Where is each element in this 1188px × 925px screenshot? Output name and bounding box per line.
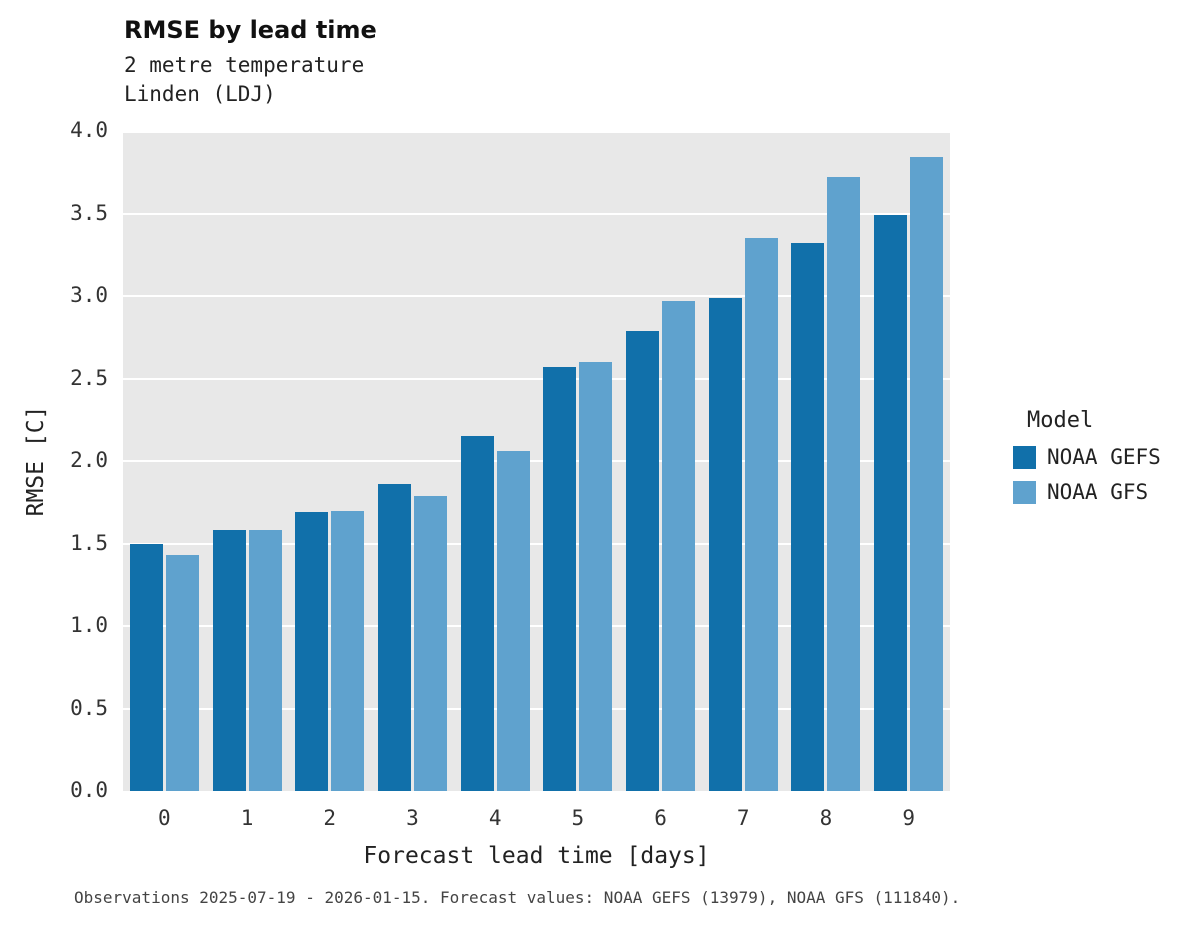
x-tick-label: 3 (406, 806, 419, 830)
bar-noaa-gefs (708, 297, 742, 791)
bar-group (288, 510, 371, 791)
bar-group (785, 177, 868, 791)
x-tick-label: 0 (158, 806, 171, 830)
bar-noaa-gfs (496, 451, 530, 791)
legend-swatch (1013, 445, 1036, 469)
y-tick-label: 2.0 (70, 448, 108, 472)
gridline (123, 212, 950, 215)
gridline (123, 460, 950, 462)
bar-group (619, 300, 702, 791)
x-tick-label: 4 (488, 806, 502, 830)
legend-label: NOAA GFS (1047, 480, 1149, 504)
bar-noaa-gfs (331, 510, 365, 791)
bar-group (537, 362, 620, 791)
x-axis-label: Forecast lead time [days] (363, 843, 710, 869)
y-tick-label: 3.5 (70, 200, 108, 225)
bar-group (867, 157, 950, 791)
y-tick-label: 4.0 (70, 118, 108, 142)
footer-caption: Observations 2025-07-19 - 2026-01-15. Fo… (74, 888, 961, 907)
bar-noaa-gfs (248, 530, 282, 791)
gridline (123, 625, 950, 627)
bar-noaa-gefs (874, 215, 908, 791)
gridline (123, 377, 950, 380)
bar-noaa-gefs (377, 484, 411, 791)
x-tick-label: 7 (736, 806, 750, 830)
y-tick-label: 0.5 (70, 695, 108, 720)
x-tick-label: 1 (240, 806, 254, 830)
legend-entries: NOAA GEFS NOAA GFS (1013, 445, 1161, 504)
legend-label: NOAA GEFS (1047, 445, 1161, 469)
y-tick-label: 3.0 (70, 283, 108, 307)
x-tick-label: 6 (654, 806, 667, 830)
bar-group (123, 543, 206, 791)
bar-group (454, 436, 537, 791)
bar-noaa-gefs (212, 530, 246, 791)
x-tick-label: 9 (902, 806, 915, 830)
y-tick-label: 2.5 (70, 365, 108, 390)
bar-noaa-gefs (295, 512, 329, 791)
gridline (123, 131, 950, 133)
bar-noaa-gfs (413, 495, 447, 791)
bar-group (371, 484, 454, 791)
bar-noaa-gefs (791, 243, 825, 791)
legend-title: Model (1027, 408, 1094, 433)
gridline (123, 542, 950, 545)
gridline (123, 295, 950, 297)
x-tick-label: 2 (323, 806, 337, 830)
chart-subtitle-station: Linden (LDJ) (124, 82, 276, 106)
x-tick-label: 8 (819, 806, 833, 830)
gridline (123, 707, 950, 710)
legend: Model NOAA GEFS NOAA GFS (1013, 408, 1161, 515)
bar-noaa-gefs (543, 366, 577, 791)
plot-area (123, 131, 950, 791)
bar-noaa-gfs (579, 362, 613, 791)
bar-noaa-gfs (662, 300, 696, 791)
bar-noaa-gefs (460, 436, 494, 791)
bar-noaa-gefs (129, 543, 163, 791)
bar-group (702, 238, 785, 791)
chart-title: RMSE by lead time (124, 16, 377, 44)
y-tick-label: 1.5 (70, 530, 108, 555)
bar-noaa-gfs (744, 238, 778, 791)
chart-subtitle-variable: 2 metre temperature (124, 53, 365, 77)
x-tick-label: 5 (571, 806, 585, 830)
bar-noaa-gfs (165, 555, 199, 791)
bar-noaa-gfs (910, 157, 944, 791)
legend-entry: NOAA GEFS (1013, 445, 1161, 469)
bar-noaa-gfs (827, 177, 861, 791)
legend-swatch (1013, 480, 1036, 504)
y-tick-label: 0.0 (70, 778, 108, 802)
bar-noaa-gefs (626, 330, 660, 791)
y-tick-label: 1.0 (70, 613, 108, 637)
bar-group (206, 530, 289, 791)
legend-entry: NOAA GFS (1013, 480, 1161, 504)
